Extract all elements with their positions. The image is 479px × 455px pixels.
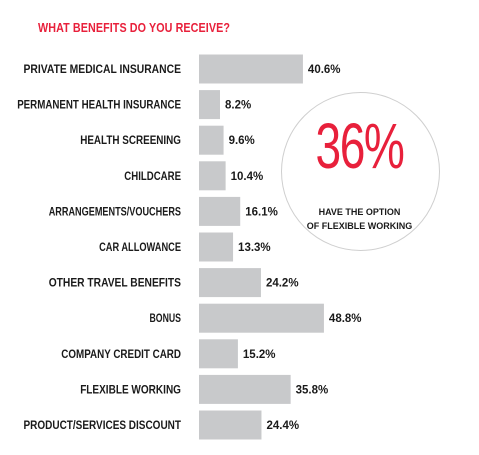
value-label: 48.8% <box>329 313 362 325</box>
bar <box>199 232 234 262</box>
category-label: PRIVATE MEDICAL INSURANCE <box>24 64 182 76</box>
callout-caption-line2: OF FLEXIBLE WORKING <box>306 221 413 231</box>
category-label: PERMANENT HEALTH INSURANCE <box>17 100 181 112</box>
callout-circle <box>281 92 440 251</box>
chart-title: WHAT BENEFITS DO YOU RECEIVE? <box>38 21 231 35</box>
category-label: HEALTH SCREENING <box>80 135 181 147</box>
category-label: FLEXIBLE WORKING <box>80 384 181 396</box>
callout-caption-line1: HAVE THE OPTION <box>318 207 401 217</box>
category-label: BONUS <box>150 313 182 325</box>
category-label: OTHER TRAVEL BENEFITS <box>49 278 182 290</box>
category-label: CHILDCARE <box>124 171 181 183</box>
value-label: 13.3% <box>238 242 271 254</box>
value-label: 16.1% <box>245 206 278 218</box>
bar <box>199 410 262 440</box>
bar <box>199 161 226 191</box>
value-label: 24.4% <box>266 420 299 432</box>
bar <box>199 90 220 120</box>
category-label: ARRANGEMENTS/VOUCHERS <box>49 206 182 218</box>
category-label: CAR ALLOWANCE <box>99 242 181 254</box>
bar <box>199 374 291 404</box>
bar <box>199 339 238 369</box>
value-label: 8.2% <box>225 100 251 112</box>
bar <box>199 268 261 298</box>
value-label: 10.4% <box>231 171 264 183</box>
callout-percentage: 36% <box>315 110 405 182</box>
value-label: 35.8% <box>296 384 329 396</box>
value-label: 40.6% <box>308 64 341 76</box>
value-label: 9.6% <box>229 135 255 147</box>
bar <box>199 54 303 84</box>
bar <box>199 196 241 226</box>
category-label: PRODUCT/SERVICES DISCOUNT <box>24 420 182 432</box>
value-label: 24.2% <box>266 278 299 290</box>
value-label: 15.2% <box>243 349 276 361</box>
bar <box>199 303 324 333</box>
category-label: COMPANY CREDIT CARD <box>61 349 181 361</box>
bar <box>199 125 224 155</box>
